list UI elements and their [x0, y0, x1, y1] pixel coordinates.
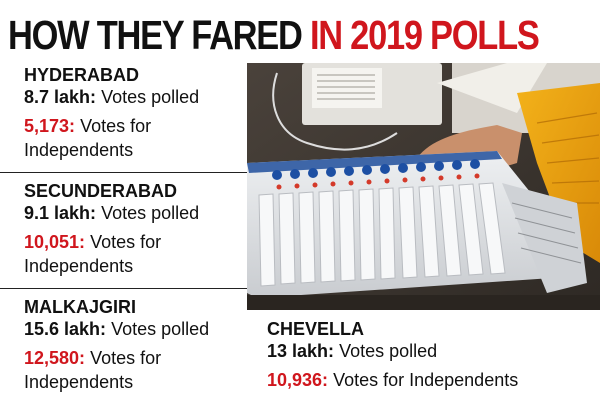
- constituency-hyderabad: HYDERABAD 8.7 lakh: Votes polled 5,173: …: [24, 64, 249, 162]
- divider: [0, 172, 247, 173]
- independent-votes: 10,936: Votes for Independents: [267, 368, 597, 392]
- constituency-name: HYDERABAD: [24, 65, 140, 85]
- independent-votes-value: 10,936:: [267, 370, 329, 390]
- independent-votes: 5,173: Votes for Independents: [24, 114, 249, 162]
- independent-votes-label-2: Independents: [24, 140, 134, 160]
- votes-polled-value: 8.7 lakh:: [24, 87, 97, 107]
- votes-polled-label: Votes polled: [111, 319, 210, 339]
- constituency-name: MALKAJGIRI: [24, 297, 136, 317]
- votes-polled-value: 9.1 lakh:: [24, 203, 97, 223]
- independent-votes-label-2: Independents: [24, 372, 134, 392]
- independent-votes-value: 5,173:: [24, 116, 76, 136]
- independent-votes-value: 10,051:: [24, 232, 86, 252]
- constituency-secunderabad: SECUNDERABAD 9.1 lakh: Votes polled 10,0…: [24, 180, 249, 278]
- votes-polled-value: 15.6 lakh:: [24, 319, 107, 339]
- headline-part-1: HOW THEY FARED: [8, 12, 303, 58]
- constituency-chevella: CHEVELLA 13 lakh: Votes polled 10,936: V…: [267, 318, 597, 392]
- divider: [0, 288, 247, 289]
- independent-votes-value: 12,580:: [24, 348, 86, 368]
- independent-votes-label: Votes for: [90, 348, 162, 368]
- independent-votes-label: Votes for: [80, 116, 152, 136]
- independent-votes: 12,580: Votes for Independents: [24, 346, 249, 394]
- headline: HOW THEY FARED IN 2019 POLLS: [8, 10, 540, 60]
- independent-votes-label: Votes for Independents: [333, 370, 519, 390]
- votes-polled: 15.6 lakh: Votes polled: [24, 318, 249, 340]
- constituency-name: SECUNDERABAD: [24, 181, 178, 201]
- votes-polled-label: Votes polled: [339, 341, 438, 361]
- constituency-name: CHEVELLA: [267, 319, 365, 339]
- votes-polled: 8.7 lakh: Votes polled: [24, 86, 249, 108]
- independent-votes-label-2: Independents: [24, 256, 134, 276]
- votes-polled-value: 13 lakh:: [267, 341, 335, 361]
- votes-polled-label: Votes polled: [101, 203, 200, 223]
- independent-votes-label: Votes for: [90, 232, 162, 252]
- votes-polled: 9.1 lakh: Votes polled: [24, 202, 249, 224]
- constituency-malkajgiri: MALKAJGIRI 15.6 lakh: Votes polled 12,58…: [24, 296, 249, 394]
- evm-photo: [247, 63, 600, 310]
- votes-polled: 13 lakh: Votes polled: [267, 340, 597, 362]
- headline-part-2: IN 2019 POLLS: [309, 12, 540, 58]
- independent-votes: 10,051: Votes for Independents: [24, 230, 249, 278]
- votes-polled-label: Votes polled: [101, 87, 200, 107]
